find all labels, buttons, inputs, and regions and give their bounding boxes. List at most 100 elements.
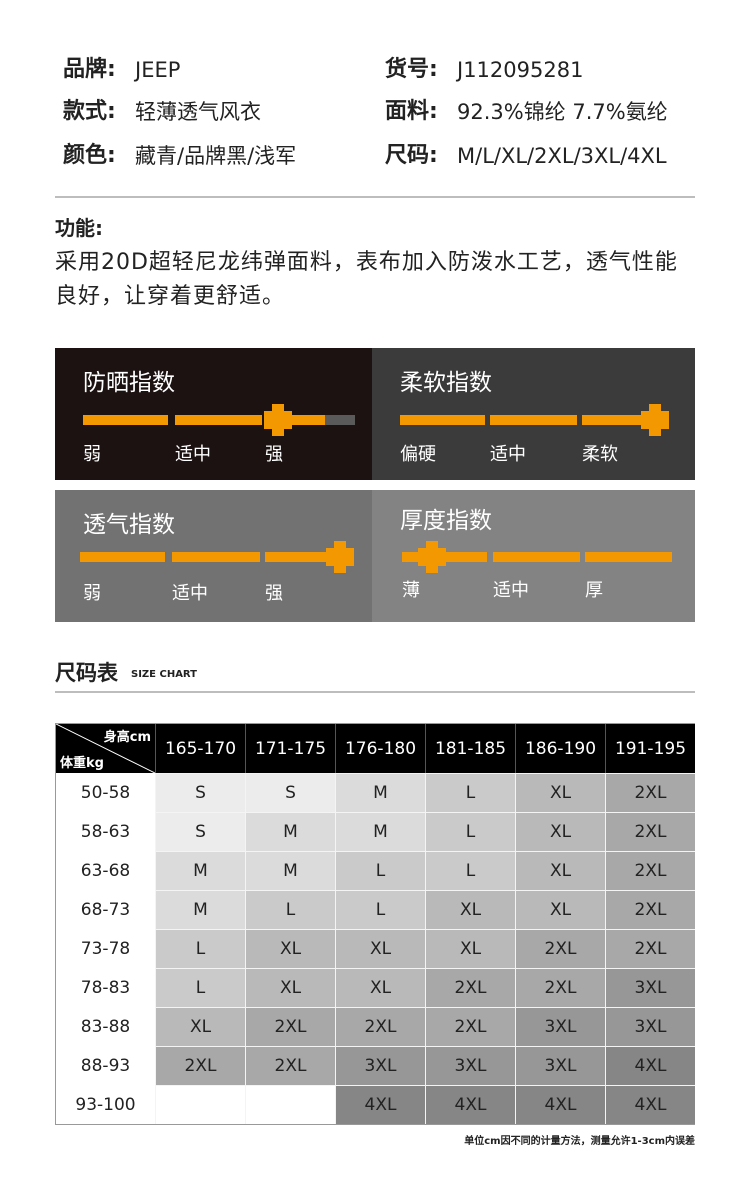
index-marker (326, 548, 354, 566)
size-cell: M (155, 851, 245, 890)
index-card: 防晒指数弱 适中 强 (55, 348, 372, 480)
weight-cell: 68-73 (56, 890, 155, 929)
weight-cell: 78-83 (56, 968, 155, 1007)
index-title: 厚度指数 (400, 508, 492, 534)
weight-cell: 58-63 (56, 812, 155, 851)
weight-cell: 50-58 (56, 773, 155, 812)
size-cell: M (245, 812, 335, 851)
index-title: 防晒指数 (83, 370, 175, 396)
function-text: 采用20D超轻尼龙纬弹面料，表布加入防泼水工艺，透气性能良好，让穿着更舒适。 (55, 250, 678, 309)
size-cell: XL (515, 851, 605, 890)
note: 单位cm因不同的计量方法，测量允许1-3cm内误差 (464, 1136, 695, 1147)
size-cell (155, 1085, 245, 1124)
size-cell: XL (335, 929, 425, 968)
size-cell: 2XL (605, 929, 695, 968)
index-bar (585, 552, 672, 562)
index-bar (172, 552, 260, 562)
spec-value: J112095281 (457, 58, 584, 82)
size-cell: L (425, 773, 515, 812)
index-marker (641, 411, 669, 429)
size-cell: L (335, 890, 425, 929)
spec-label: 品牌: (63, 57, 116, 82)
size-cell: XL (425, 890, 515, 929)
index-label: 弱 (83, 583, 101, 604)
function-title: 功能: (55, 216, 103, 240)
weight-cell: 73-78 (56, 929, 155, 968)
index-bar (490, 415, 577, 425)
size-cell: 2XL (605, 890, 695, 929)
index-bar-rest (325, 415, 355, 425)
weight-cell: 93-100 (56, 1085, 155, 1124)
size-cell: M (335, 812, 425, 851)
index-label: 厚 (585, 580, 603, 601)
divider (55, 196, 695, 198)
corner-height: 身高cm (103, 730, 151, 745)
index-bar (268, 415, 355, 425)
index-label: 柔软 (582, 444, 618, 465)
size-cell: S (155, 812, 245, 851)
size-cell: M (245, 851, 335, 890)
size-chart-subtitle: SIZE CHART (131, 669, 198, 680)
column-header: 181-185 (425, 724, 515, 773)
size-cell: 4XL (605, 1046, 695, 1085)
size-cell: S (245, 773, 335, 812)
divider (55, 691, 695, 693)
size-cell: 3XL (605, 1007, 695, 1046)
index-bar (265, 552, 352, 562)
index-bar (175, 415, 262, 425)
spec-value: JEEP (135, 58, 181, 82)
size-table: 身高cm 体重kg 165-170 171-175 176-180 181-185 186-… (55, 723, 695, 1125)
column-header: 191-195 (605, 724, 695, 773)
size-cell: L (155, 968, 245, 1007)
spec-value: 轻薄透气风衣 (135, 100, 261, 124)
weight-cell: 63-68 (56, 851, 155, 890)
size-cell: 2XL (155, 1046, 245, 1085)
index-label: 弱 (83, 444, 101, 465)
size-cell (245, 1085, 335, 1124)
size-cell: 2XL (245, 1007, 335, 1046)
size-cell: XL (515, 890, 605, 929)
weight-cell: 83-88 (56, 1007, 155, 1046)
spec-label: 货号: (385, 57, 438, 82)
spec-label: 颜色: (63, 143, 116, 168)
column-header: 165-170 (155, 724, 245, 773)
index-bar (400, 415, 485, 425)
index-bar (582, 415, 668, 425)
size-cell: XL (515, 812, 605, 851)
size-cell: 4XL (605, 1085, 695, 1124)
size-cell: L (425, 812, 515, 851)
size-chart-title: 尺码表 (55, 661, 118, 685)
weight-cell: 88-93 (56, 1046, 155, 1085)
column-header: 171-175 (245, 724, 335, 773)
spec-value: M/L/XL/2XL/3XL/4XL (457, 144, 667, 168)
index-label: 适中 (493, 580, 529, 601)
size-cell: XL (515, 773, 605, 812)
index-label: 适中 (490, 444, 526, 465)
spec-value: 藏青/品牌黑/浅军 (135, 144, 297, 168)
spec-label: 面料: (385, 99, 438, 124)
index-label: 强 (265, 583, 283, 604)
size-cell: 2XL (605, 812, 695, 851)
index-label: 强 (265, 444, 283, 465)
index-bar (83, 415, 168, 425)
index-label: 薄 (402, 580, 420, 601)
size-cell: 2XL (605, 773, 695, 812)
index-title: 柔软指数 (400, 370, 492, 396)
column-header: 186-190 (515, 724, 605, 773)
size-cell: 3XL (605, 968, 695, 1007)
index-card: 柔软指数 偏硬 适中 柔软 (372, 348, 695, 480)
size-cell: XL (335, 968, 425, 1007)
index-title: 透气指数 (83, 512, 175, 538)
size-cell: 2XL (515, 929, 605, 968)
size-cell: XL (245, 929, 335, 968)
spec-label: 尺码: (385, 143, 438, 168)
index-marker (418, 548, 446, 566)
size-cell: 2XL (425, 1007, 515, 1046)
index-marker (264, 411, 292, 429)
corner-cell: 身高cm 体重kg (56, 724, 155, 773)
size-cell: 2XL (605, 851, 695, 890)
corner-diagonal (56, 724, 155, 773)
size-cell: 4XL (515, 1085, 605, 1124)
spec-label: 款式: (63, 99, 116, 124)
size-cell: L (245, 890, 335, 929)
